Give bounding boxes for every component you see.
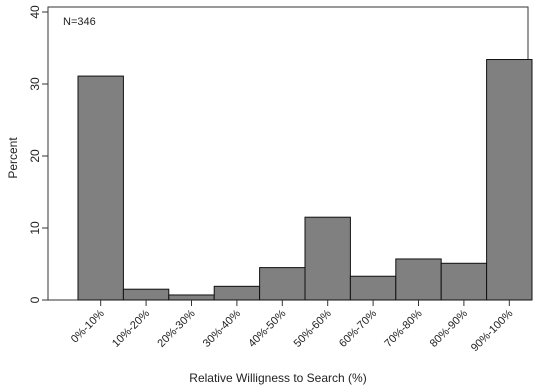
bar-1 [122, 288, 170, 301]
x-tick-label-8: 80%-90% [428, 307, 470, 349]
x-tick-label-1: 10%-20% [110, 307, 152, 349]
bar-4 [259, 267, 306, 301]
x-tick-label-4: 40%-50% [246, 307, 288, 349]
y-tick-label-4: 40 [28, 5, 42, 19]
y-tick-label-0: 0 [28, 296, 42, 303]
bar-3 [213, 285, 261, 301]
x-tick-label-7: 70%-80% [382, 307, 424, 349]
y-axis-label: Percent [6, 137, 20, 179]
x-tick-label-2: 20%-30% [155, 307, 197, 349]
x-tick-label-3: 30%-40% [201, 307, 243, 349]
bar-8 [440, 262, 488, 301]
x-tick-label-0: 0%-10% [69, 307, 107, 345]
bar-0 [77, 75, 124, 301]
x-tick-label-5: 50%-60% [292, 307, 334, 349]
y-tick-label-1: 10 [28, 221, 42, 235]
x-tick-label-6: 60%-70% [337, 307, 379, 349]
bar-2 [168, 294, 215, 301]
y-tick-label-2: 20 [28, 149, 42, 163]
sample-size-annotation: N=346 [63, 16, 96, 28]
x-axis-label: Relative Willigness to Search (%) [189, 371, 366, 385]
bar-7 [395, 258, 442, 301]
bar-6 [349, 275, 397, 301]
y-tick-label-3: 30 [28, 77, 42, 91]
bar-5 [304, 216, 351, 301]
x-tick-label-9: 90%-100% [469, 307, 516, 354]
bar-9 [486, 59, 533, 301]
